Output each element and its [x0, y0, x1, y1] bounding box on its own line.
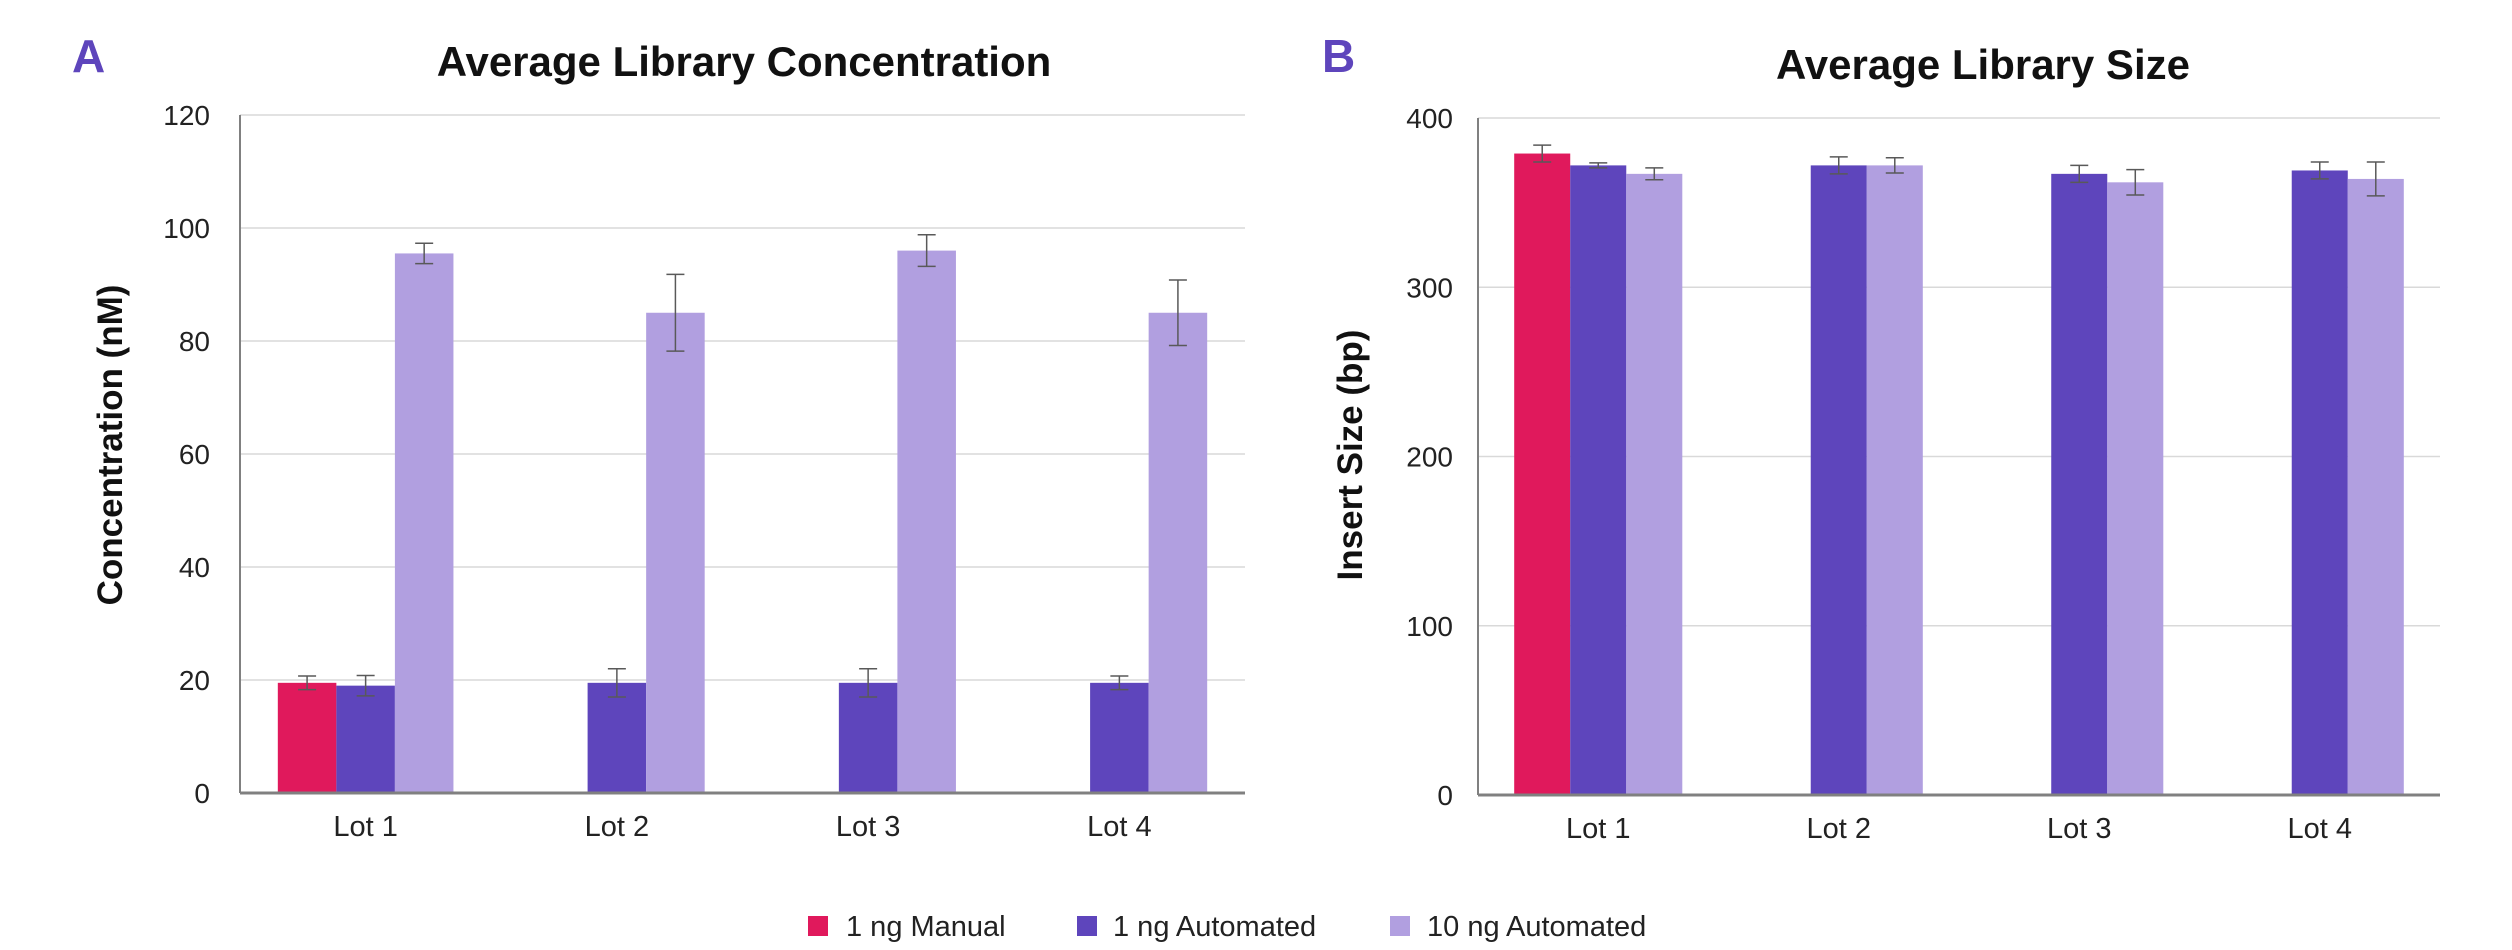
panel-a-y-tick-label: 40 [179, 552, 210, 583]
panel-a-bar-manual-lot-1 [277, 682, 337, 793]
panel-b-y-tick-label: 400 [1406, 103, 1453, 134]
panel-b-bar-automated-10ng-lot-1 [1626, 173, 1683, 796]
panel-b-bar-automated-1ng-lot-1 [1570, 165, 1627, 795]
panel-letter-b: B [1322, 30, 1355, 82]
legend-item-automated-10ng: 10 ng Automated [1390, 911, 1646, 943]
panel-b-bar-automated-1ng-lot-2 [1810, 165, 1867, 795]
panel-b-bar-automated-10ng-lot-2 [1866, 165, 1923, 795]
panel-a-y-tick-label: 120 [163, 100, 210, 131]
panel-b-y-tick-label: 100 [1406, 611, 1453, 642]
panel-a-chart: A Average Library Concentration Concentr… [72, 30, 1245, 843]
panel-a-bar-automated-1ng-lot-3 [838, 682, 898, 793]
panel-b-axes [1477, 118, 2440, 797]
legend-swatch-automated-10ng [1390, 916, 1410, 936]
panel-b-x-category-label: Lot 4 [2288, 813, 2353, 845]
panel-a-error-bars [298, 234, 1187, 698]
legend-label-automated-10ng: 10 ng Automated [1427, 911, 1646, 943]
panel-a-axes [239, 115, 1245, 795]
panel-a-x-category-label: Lot 4 [1087, 811, 1152, 843]
panel-a-bar-automated-10ng-lot-4 [1148, 312, 1208, 793]
panel-b-bars [1514, 153, 2404, 796]
panel-a-bar-automated-10ng-lot-3 [897, 250, 956, 794]
panel-a-x-category-label: Lot 3 [836, 811, 901, 843]
panel-a-y-ticks: 0 20 40 60 80 100 120 [163, 100, 210, 809]
panel-b-x-category-label: Lot 2 [1807, 813, 1872, 845]
panel-b-x-category-label: Lot 3 [2047, 813, 2112, 845]
panel-b-y-tick-label: 300 [1406, 272, 1453, 303]
panel-a-bar-automated-1ng-lot-4 [1090, 682, 1149, 793]
legend-swatch-automated-1ng [1077, 916, 1097, 936]
panel-a-title: Average Library Concentration [437, 38, 1052, 85]
panel-b-bar-automated-10ng-lot-4 [2347, 178, 2404, 795]
panel-a-bars [277, 250, 1208, 794]
legend-item-manual: 1 ng Manual [808, 911, 1006, 943]
panel-b-x-categories: Lot 1 Lot 2 Lot 3 Lot 4 [1566, 813, 2352, 845]
panel-b-y-tick-label: 0 [1437, 780, 1453, 811]
panel-a-y-axis-label: Concentration (nM) [91, 285, 130, 606]
panel-a-bar-automated-10ng-lot-1 [394, 253, 454, 794]
panel-a-y-tick-label: 80 [179, 326, 210, 357]
panel-a-x-category-label: Lot 2 [585, 811, 650, 843]
panel-b-y-ticks: 0 100 200 300 400 [1406, 103, 1453, 811]
panel-b-chart: B Average Library Size Insert Size (bp) … [1322, 30, 2440, 845]
panel-b-y-axis-label: Insert Size (bp) [1331, 330, 1370, 581]
panel-b-bar-automated-1ng-lot-3 [2051, 173, 2108, 796]
legend-label-automated-1ng: 1 ng Automated [1113, 911, 1316, 943]
legend-item-automated-1ng: 1 ng Automated [1077, 911, 1316, 943]
panel-a-bar-automated-1ng-lot-1 [336, 685, 395, 793]
panel-b-bar-automated-1ng-lot-4 [2291, 170, 2348, 795]
panel-b-error-bars [1533, 144, 2385, 197]
panel-a-bar-automated-1ng-lot-2 [587, 682, 647, 793]
panel-a-y-tick-label: 20 [179, 665, 210, 696]
legend-label-manual: 1 ng Manual [846, 911, 1006, 943]
legend-swatch-manual [808, 916, 828, 936]
panel-a-x-category-label: Lot 1 [333, 811, 398, 843]
panel-b-title: Average Library Size [1776, 41, 2190, 88]
panel-a-y-tick-label: 0 [194, 778, 210, 809]
panel-b-bar-automated-10ng-lot-3 [2107, 182, 2164, 795]
panel-a-gridlines [240, 114, 1245, 681]
panel-a-y-tick-label: 100 [163, 213, 210, 244]
panel-a-x-categories: Lot 1 Lot 2 Lot 3 Lot 4 [333, 811, 1151, 843]
panel-b-y-tick-label: 200 [1406, 442, 1453, 473]
panel-a-y-tick-label: 60 [179, 439, 210, 470]
panel-b-bar-manual-lot-1 [1514, 153, 1571, 796]
panel-b-x-category-label: Lot 1 [1566, 813, 1631, 845]
panel-a-bar-automated-10ng-lot-2 [646, 312, 705, 793]
panel-letter-a: A [72, 30, 105, 82]
legend: 1 ng Manual 1 ng Automated 10 ng Automat… [808, 911, 1646, 943]
